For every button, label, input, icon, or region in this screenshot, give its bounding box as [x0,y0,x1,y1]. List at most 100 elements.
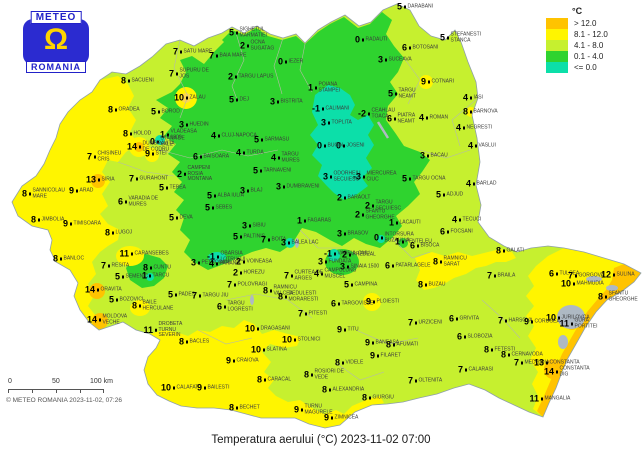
station-temperature: 5 [232,231,238,242]
station-marker: 4 BARLAD [457,179,497,189]
station-marker: 0 STANA DE VALE [141,136,197,148]
station-name: MEDGIDIA [524,359,550,366]
station-name: RADAUTI [365,36,388,43]
station-dot-icon [540,397,543,401]
station-marker: 8 DEDULESTI MORARESTI [269,291,325,303]
station-temperature: 10 [545,312,556,323]
station-temperature: 10 [560,278,571,289]
station-temperature: 9 [365,296,371,307]
station-name: DUMBRAVITA DE CODRU [142,140,175,152]
station-temperature: 8 [462,106,468,117]
station-temperature: 8 [417,279,423,290]
station-temperature: 4 [467,140,473,151]
station-name: SFANTU GHEORGHE [365,208,395,220]
station-dot-icon [239,235,242,239]
station-name: INTORSURA BUZAULUI [384,231,414,243]
station-dot-icon [333,252,336,256]
station-dot-icon [574,274,577,278]
station-temperature: 6 [456,331,462,342]
station-marker: 8 ROSIORI DE VEDE [295,369,351,381]
station-temperature: 6 [439,226,445,237]
station-marker: 10 JURILOVCA [542,312,590,323]
station-temperature: 0 [277,56,283,67]
station-temperature: 8 [277,291,283,302]
station-marker: 6 TULCEA [540,269,579,279]
station-marker: 7 SATU MARE [164,47,212,57]
station-name: SUCEAVA [388,56,412,63]
station-dot-icon [262,348,265,352]
station-dot-icon [314,86,317,90]
station-dot-icon [28,192,31,196]
station-dot-icon [246,189,249,193]
station-marker: 10 SLATINA [247,344,287,355]
station-name: TURDA [246,149,264,156]
station-dot-icon [185,123,188,127]
station-marker: 5 BOZOVICI [100,295,143,305]
station-dot-icon [235,31,238,35]
station-name: BANLOC [63,255,85,262]
station-dot-icon [472,182,475,186]
station-temperature: 7 [86,151,92,162]
station-name: RESITA [111,262,130,269]
station-dot-icon [260,138,263,142]
station-dot-icon [138,145,141,149]
station-marker: 5 DEJ [220,95,249,105]
station-temperature: 2 [176,168,182,179]
station-temperature: 2 [336,192,342,203]
station-name: BARLAD [476,180,497,187]
station-marker: 7 SUPURU DE JOS [160,68,216,80]
station-name: CALIMANI [325,105,350,112]
station-marker: 0 RADAUTI [346,35,388,45]
station-marker: 8 RAMNICU VALCEA [254,285,310,297]
station-name: BANEASA [375,339,400,346]
station-dot-icon [469,110,472,114]
station-marker: 8 VIDELE [326,358,363,368]
station-marker: 1 FAGARAS [288,216,331,226]
station-marker: 8 ORADEA [99,105,140,115]
station-temperature: 9 [225,355,231,366]
station-temperature: 6 [192,151,198,162]
station-dot-icon [69,222,72,226]
station-temperature: 7 [297,308,303,319]
legend-color-swatch [546,51,568,62]
station-temperature: 5 [114,271,120,282]
station-name: PENTELEU [405,238,432,245]
station-name: STEFANESTI STANCA [450,31,482,43]
station-marker: 7 OLTENITA [399,376,442,386]
station-temperature: 5 [387,88,393,99]
station-marker: 3 HUEDIN [170,120,209,130]
station-marker: 7 GURAHONT [120,174,168,184]
legend-label: 4.1 - 8.0 [574,41,604,50]
station-name: VARFUL OMU [337,250,370,257]
station-marker: 7 RESITA [92,260,130,271]
station-temperature: 8 [21,188,27,199]
station-name: CEAHLAU TOACA [371,107,396,119]
station-temperature: 10 [160,382,171,393]
station-marker: 8 ALEXANDRIA [313,385,364,395]
station-marker: 3 BRASOV [328,229,368,239]
station-dot-icon [557,316,560,320]
station-name: STOLNICI [297,336,321,343]
station-dot-icon [284,60,287,64]
station-temperature: 8 [256,374,262,385]
station-temperature: 6 [409,240,415,251]
station-dot-icon [570,322,573,326]
station-temperature: 10 [250,344,261,355]
station-name: SINAIA 1500 [350,263,380,270]
station-dot-icon [371,204,374,208]
station-name: BALEA LAC [291,239,319,246]
station-name: FETESTI [494,346,516,353]
station-dot-icon [234,75,237,79]
station-marker: 5 PALTINIS [224,231,265,242]
station-dot-icon [135,177,138,181]
station-dot-icon [199,155,202,159]
station-temperature: 7 [497,315,503,326]
station-temperature: 7 [100,260,106,271]
station-name: PETROSANI [202,260,231,266]
station-dot-icon [425,116,428,120]
station-marker: 8 GIURGIU [353,393,394,403]
station-name: LUGOJ [115,229,133,236]
meteo-romania-logo: Ω METEO ROMANIA [20,11,92,73]
station-name: ZIMNICEA [334,414,359,421]
station-temperature: 11 [119,248,129,259]
